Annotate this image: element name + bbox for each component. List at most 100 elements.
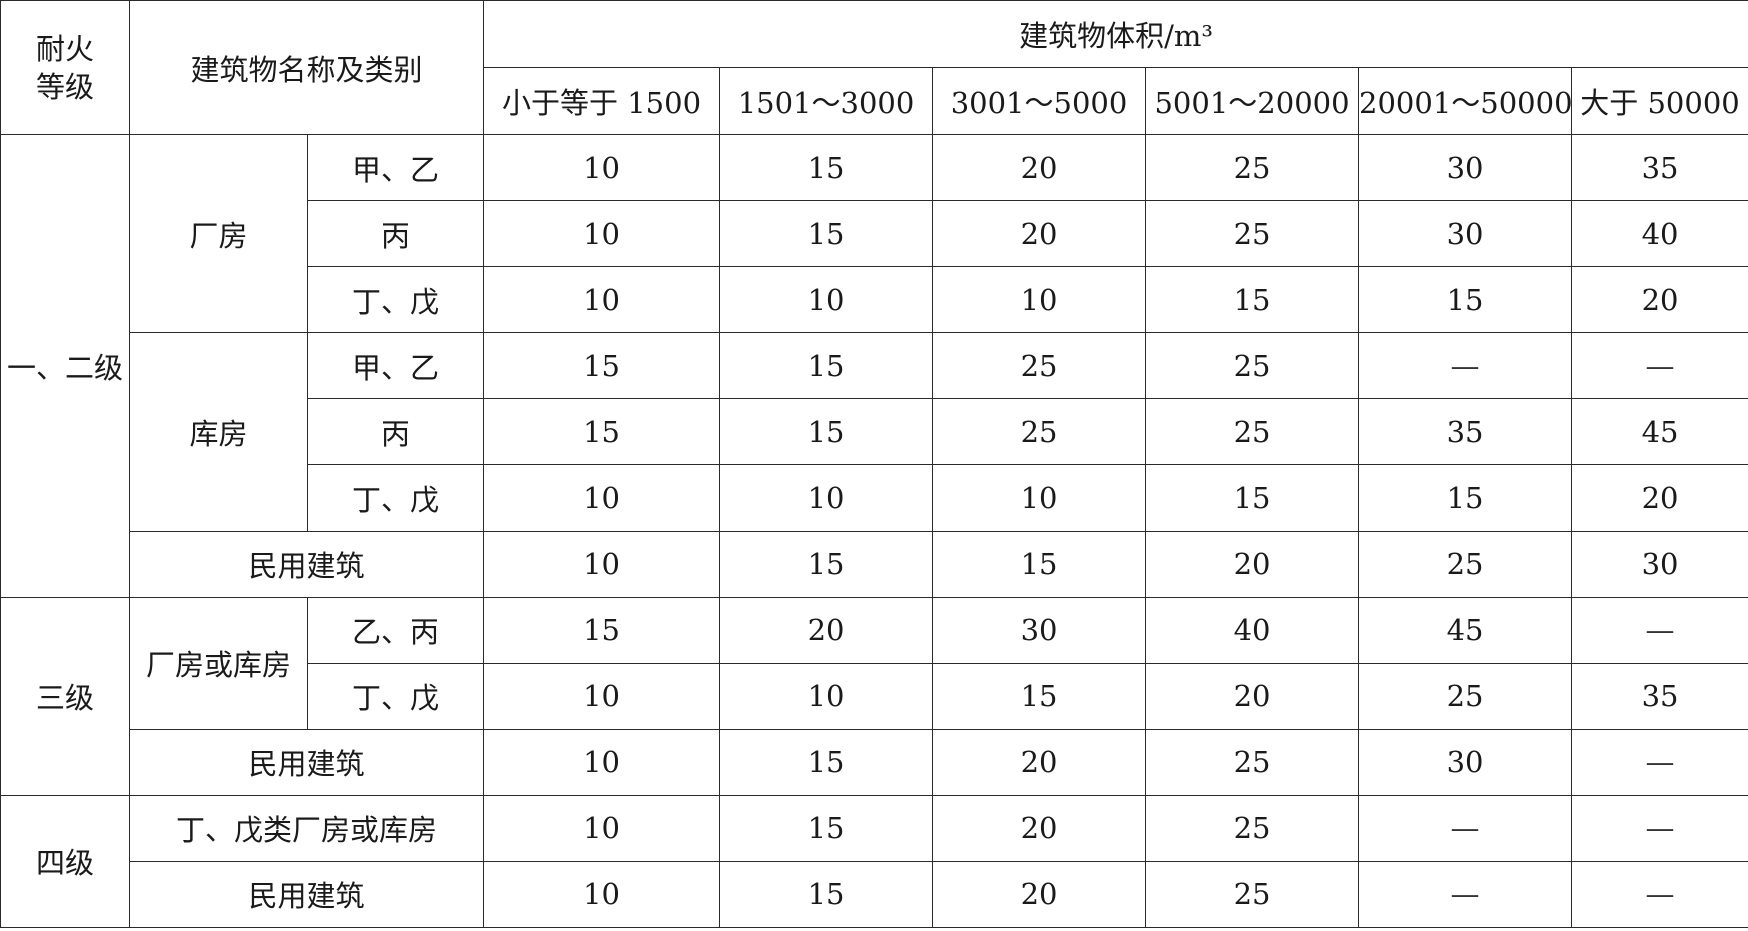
value-cell: 25 xyxy=(1145,794,1360,862)
value-cell: 15 xyxy=(719,530,934,598)
value-cell: 10 xyxy=(483,530,721,598)
value-cell: 10 xyxy=(483,134,721,202)
value-cell: 15 xyxy=(719,728,934,796)
category-warehouse: 库房 xyxy=(129,332,308,532)
volume-col-4: 5001～20000 xyxy=(1145,67,1360,136)
subtype-cell: 丁、戊 xyxy=(306,662,485,730)
value-cell: 15 xyxy=(1145,464,1360,532)
value-cell: 20 xyxy=(719,596,934,664)
value-cell: 15 xyxy=(1358,464,1573,532)
value-cell: 10 xyxy=(483,200,721,268)
table-row: 丁、戊 10 10 10 15 15 20 xyxy=(1,464,1748,532)
value-cell: 25 xyxy=(1145,860,1360,929)
value-cell: 25 xyxy=(1145,200,1360,268)
group-cell-1-2: 一、二级 xyxy=(0,134,130,598)
value-cell: 10 xyxy=(932,464,1147,532)
header-fire-rating: 耐火 等级 xyxy=(0,0,130,136)
header-building-name: 建筑物名称及类别 xyxy=(128,0,485,136)
category-civil: 民用建筑 xyxy=(128,860,485,929)
table-row: 四级 丁、戊类厂房或库房 10 15 20 25 — — xyxy=(0,794,1748,929)
value-cell: 30 xyxy=(1571,530,1748,598)
value-cell: 15 xyxy=(483,332,721,400)
group-cell-3: 三级 xyxy=(0,596,130,796)
value-cell: 10 xyxy=(483,728,721,796)
value-cell: 10 xyxy=(483,464,721,532)
subtype-cell: 丁、戊 xyxy=(306,266,485,334)
value-cell: 45 xyxy=(1358,596,1573,664)
value-cell: 35 xyxy=(1358,398,1573,466)
value-cell: 20 xyxy=(932,728,1147,796)
table-row: 库房 甲、乙 15 15 25 25 — — xyxy=(1,332,1748,532)
category-factory-or-warehouse: 厂房或库房 xyxy=(129,596,308,730)
value-cell: 35 xyxy=(1571,134,1748,202)
value-cell: 10 xyxy=(483,794,721,862)
value-cell: 25 xyxy=(1145,398,1360,466)
value-cell: 15 xyxy=(932,662,1147,730)
volume-col-5: 20001～50000 xyxy=(1358,67,1573,136)
value-cell: 20 xyxy=(1145,530,1360,598)
value-cell: 30 xyxy=(1358,134,1573,202)
value-cell: 20 xyxy=(1571,266,1748,334)
value-cell: 20 xyxy=(1571,464,1748,532)
value-cell: 20 xyxy=(1145,662,1360,730)
table-row: 民用建筑 10 15 20 25 30 — xyxy=(1,728,1748,796)
subtype-cell: 丙 xyxy=(306,398,485,466)
value-cell: 40 xyxy=(1571,200,1748,268)
value-cell: 25 xyxy=(932,332,1147,400)
value-cell: 15 xyxy=(719,860,934,929)
value-cell: 25 xyxy=(1145,134,1360,202)
value-cell: 45 xyxy=(1571,398,1748,466)
table-row: 民用建筑 10 15 15 20 25 30 xyxy=(1,530,1748,598)
table-row: 丙 15 15 25 25 35 45 xyxy=(1,398,1748,466)
subtype-cell: 丙 xyxy=(306,200,485,268)
value-cell: — xyxy=(1358,860,1573,929)
category-ding-wu-factory-warehouse: 丁、戊类厂房或库房 xyxy=(128,794,485,862)
table-row: 丁、戊 10 10 10 15 15 20 xyxy=(1,266,1748,334)
value-cell: 15 xyxy=(483,596,721,664)
value-cell: 20 xyxy=(932,200,1147,268)
value-cell: 10 xyxy=(483,860,721,929)
category-factory: 厂房 xyxy=(129,134,308,334)
value-cell: 15 xyxy=(719,200,934,268)
header-volume-title: 建筑物体积/m³ xyxy=(483,0,1748,69)
value-cell: — xyxy=(1358,332,1573,400)
value-cell: 30 xyxy=(1358,200,1573,268)
header-fire-rating-line2: 等级 xyxy=(35,69,94,104)
value-cell: — xyxy=(1571,596,1748,664)
value-cell: 10 xyxy=(932,266,1147,334)
value-cell: 25 xyxy=(1145,332,1360,400)
value-cell: 15 xyxy=(719,398,934,466)
volume-col-6: 大于 50000 xyxy=(1571,67,1748,136)
category-civil: 民用建筑 xyxy=(128,530,485,598)
table-row: 一、二级 厂房 甲、乙 10 15 20 25 30 35 xyxy=(0,134,1748,598)
value-cell: 15 xyxy=(1145,266,1360,334)
value-cell: 20 xyxy=(932,860,1147,929)
value-cell: 25 xyxy=(1358,662,1573,730)
value-cell: 15 xyxy=(1358,266,1573,334)
value-cell: 20 xyxy=(932,134,1147,202)
group-cell-4: 四级 xyxy=(0,794,130,929)
value-cell: 30 xyxy=(1358,728,1573,796)
table-row: 丁、戊 10 10 15 20 25 35 xyxy=(1,662,1748,730)
value-cell: 10 xyxy=(719,266,934,334)
value-cell: 25 xyxy=(1358,530,1573,598)
value-cell: — xyxy=(1358,794,1573,862)
volume-col-3: 3001～5000 xyxy=(932,67,1147,136)
value-cell: — xyxy=(1571,728,1748,796)
volume-col-2: 1501～3000 xyxy=(719,67,934,136)
subtype-cell: 丁、戊 xyxy=(306,464,485,532)
value-cell: 10 xyxy=(483,662,721,730)
value-cell: 25 xyxy=(1145,728,1360,796)
value-cell: 20 xyxy=(932,794,1147,862)
value-cell: 40 xyxy=(1145,596,1360,664)
value-cell: — xyxy=(1571,332,1748,400)
volume-col-1: 小于等于 1500 xyxy=(483,67,721,136)
table-row: 三级 厂房或库房 乙、丙 15 20 30 40 45 — xyxy=(0,596,1748,796)
subtype-cell: 乙、丙 xyxy=(306,596,485,664)
value-cell: 35 xyxy=(1571,662,1748,730)
value-cell: 15 xyxy=(719,794,934,862)
category-civil: 民用建筑 xyxy=(128,728,485,796)
subtype-cell: 甲、乙 xyxy=(306,332,485,400)
value-cell: — xyxy=(1571,794,1748,862)
